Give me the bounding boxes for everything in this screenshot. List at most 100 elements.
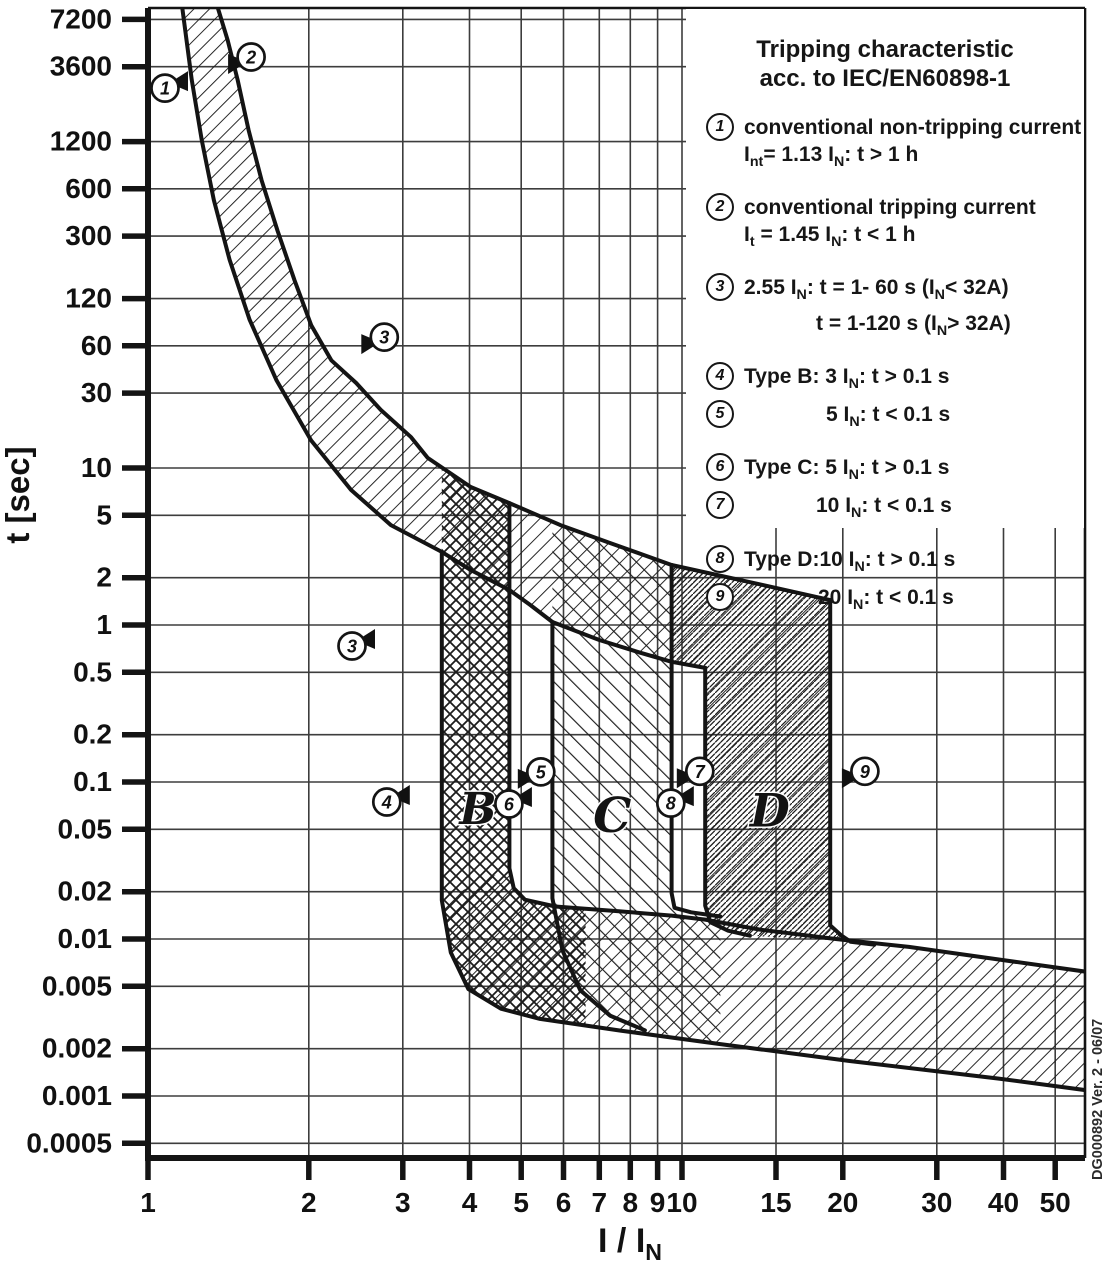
legend-item-line: Type D:10 IN: t > 0.1 s: [744, 547, 956, 575]
y-tick-label: 300: [65, 220, 112, 251]
marker-circle: [494, 789, 524, 819]
marker-flag: [674, 786, 694, 807]
marker-6: 6: [494, 787, 532, 819]
curve-B-left-drop: [439, 549, 1085, 1093]
marker-circle: [850, 756, 880, 787]
legend-item-line: 5 IN: t < 0.1 s: [826, 402, 951, 431]
marker-circle: [684, 756, 715, 787]
marker-3: 3: [337, 629, 375, 661]
legend-item-3: 3 2.55 IN: t = 1- 60 s (IN< 32A) t = 1-120…: [706, 273, 1084, 344]
marker-circle: [369, 322, 400, 352]
y-tick-label: 0.02: [58, 876, 113, 907]
marker-number: 5: [536, 762, 547, 782]
legend-box: Tripping characteristic acc. to IEC/EN60…: [686, 9, 1084, 613]
legend-item-text: 10 IN: t < 0.1 s: [744, 491, 952, 527]
legend-item-text: 20 IN: t < 0.1 s: [744, 583, 954, 619]
marker-circle: [236, 42, 266, 72]
x-tick-label: 15: [760, 1187, 791, 1218]
zone-letter-D: D: [748, 784, 790, 838]
marker-flag: [356, 629, 375, 649]
x-tick-label: 50: [1040, 1187, 1071, 1218]
marker-flag: [841, 768, 861, 789]
legend-circled-number-9: 9: [706, 582, 734, 611]
legend-items: 1 conventional non-tripping current Int= 1…: [686, 113, 1084, 619]
curve-D-right-drop: [828, 598, 877, 947]
legend-item-line: conventional tripping current: [744, 196, 1036, 220]
legend-item-text: Type B: 3 IN: t > 0.1 s: [744, 362, 949, 398]
legend-circled-number-7: 7: [706, 491, 734, 520]
legend-item-2: 2 conventional tripping current It = 1.45 …: [706, 193, 1084, 256]
y-tick-label: 1200: [50, 126, 112, 157]
legend-item-line: t = 1-120 s (IN> 32A): [816, 311, 1011, 339]
y-tick-label: 60: [81, 330, 112, 361]
zone-letter-B: B: [457, 784, 496, 835]
legend-item-text: conventional tripping current It = 1.45 I…: [744, 193, 1036, 256]
curve-D-left-drop: [703, 665, 752, 938]
x-tick-label: 7: [592, 1187, 608, 1218]
legend-circled-number-1: 1: [706, 113, 734, 141]
marker-number: 1: [160, 79, 170, 99]
legend-item-5: 5 5 IN: t < 0.1 s: [706, 399, 1084, 436]
x-tick-label: 9: [650, 1187, 666, 1218]
y-tick-label: 600: [65, 173, 112, 204]
y-tick-label: 0.001: [42, 1080, 112, 1111]
legend-circled-number-3: 3: [706, 273, 734, 302]
legend-circled-number-8: 8: [706, 544, 734, 573]
legend-item-text: Type D:10 IN: t > 0.1 s: [744, 545, 955, 581]
y-tick-label: 0.005: [42, 970, 112, 1001]
legend-item-4: 4 Type B: 3 IN: t > 0.1 s: [706, 361, 1084, 398]
legend-circled-number-5: 5: [706, 399, 734, 428]
curve-B-right-drop: [507, 501, 1085, 974]
curve-C-left-drop: [550, 620, 647, 1033]
y-tick-label: 7200: [50, 3, 112, 34]
boundary-curves: [180, 8, 1085, 1093]
y-ticks: 7200 3600 1200 600 300 120 60 30 10 5 2 …: [26, 3, 148, 1158]
zone-letter-C: C: [593, 788, 631, 844]
curve-curve-max-1.45IN: [215, 8, 833, 603]
band-type-C-column: [552, 522, 721, 1045]
x-tick-label: 30: [921, 1187, 952, 1218]
y-tick-label: 0.2: [73, 719, 112, 750]
marker-flag: [228, 54, 248, 74]
legend-title-line2: acc. to IEC/EN60898-1: [759, 65, 1011, 92]
marker-number: 9: [860, 762, 870, 782]
x-tick-label: 20: [827, 1187, 858, 1218]
legend-item-line: Type B: 3 IN: t > 0.1 s: [744, 364, 950, 392]
y-tick-label: 0.002: [42, 1033, 112, 1064]
legend-item-line: Int= 1.13 IN: t > 1 h: [744, 143, 919, 171]
legend-title: Tripping characteristic acc. to IEC/EN60…: [686, 35, 1084, 93]
legend-item-line: 2.55 IN: t = 1- 60 s (IN< 32A): [744, 276, 1009, 304]
marker-number: 6: [504, 795, 515, 815]
legend-item-text: 2.55 IN: t = 1- 60 s (IN< 32A) t = 1-120 …: [744, 273, 1011, 344]
x-axis-title: I / IN: [598, 1222, 662, 1265]
legend-item-text: 5 IN: t < 0.1 s: [744, 400, 950, 436]
legend-item-7: 7 10 IN: t < 0.1 s: [706, 491, 1084, 527]
doc-reference: DG000892 Ver. 2 - 06/07: [1090, 1019, 1106, 1180]
x-tick-label: 10: [666, 1187, 697, 1218]
marker-9: 9: [841, 756, 880, 789]
marker-circle: [337, 631, 367, 661]
marker-1: 1: [150, 71, 188, 103]
marker-8: 8: [655, 786, 694, 818]
marker-number: 2: [245, 48, 256, 68]
marker-flag: [390, 785, 410, 805]
plot-frame: [145, 6, 1087, 1161]
legend-item-line: 20 IN: t < 0.1 s: [818, 585, 954, 613]
marker-flag: [169, 71, 188, 92]
marker-flag: [517, 768, 537, 789]
marker-flag: [361, 334, 381, 355]
tolerance-bands: [182, 8, 1085, 1091]
legend-item-6: 6 Type C: 5 IN: t > 0.1 s: [706, 453, 1084, 489]
legend-item-9: 9 20 IN: t < 0.1 s: [706, 582, 1084, 619]
legend-circled-number-2: 2: [706, 193, 734, 222]
marker-flag: [512, 787, 532, 807]
y-tick-label: 5: [96, 499, 112, 530]
y-axis-title: t [sec]: [0, 446, 36, 544]
marker-2: 2: [228, 42, 266, 74]
legend-item-line: It = 1.45 IN: t < 1 h: [744, 223, 916, 251]
x-tick-label: 8: [623, 1187, 639, 1218]
marker-number: 4: [381, 793, 392, 813]
marker-number: 3: [347, 637, 357, 657]
x-tick-label: 2: [301, 1187, 317, 1218]
